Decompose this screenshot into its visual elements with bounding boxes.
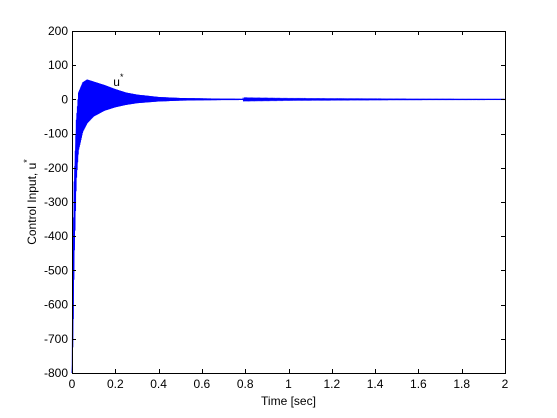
x-tick-label: 1.2 bbox=[323, 377, 340, 391]
x-axis-label: Time [sec] bbox=[261, 394, 316, 408]
series-line bbox=[71, 79, 506, 374]
x-tick-label: 1.8 bbox=[453, 377, 470, 391]
x-tick-label: 1.6 bbox=[410, 377, 427, 391]
y-tick-label: -100 bbox=[44, 127, 68, 141]
y-tick-label: -700 bbox=[44, 332, 68, 346]
x-tick-label: 1.4 bbox=[367, 377, 384, 391]
y-axis: 200 100 0 -100 -200 -300 -400 -500 -600 -700 -800 bbox=[44, 24, 505, 380]
plot-area bbox=[72, 31, 505, 373]
y-tick-label: 100 bbox=[48, 58, 68, 72]
y-tick-label: -600 bbox=[44, 298, 68, 312]
x-axis: 0 0.2 0.4 0.6 0.8 1 1.2 1.4 1.6 1.8 2 bbox=[69, 31, 509, 391]
y-tick-label: -400 bbox=[44, 229, 68, 243]
y-axis-label-group: Control Input, u* bbox=[22, 159, 39, 245]
y-axis-label: Control Input, u* bbox=[22, 159, 39, 245]
x-tick-label: 0.2 bbox=[107, 377, 124, 391]
y-tick-label: -200 bbox=[44, 161, 68, 175]
y-axis-label-text: Control Input, u bbox=[25, 163, 39, 245]
annotation-text: u bbox=[113, 75, 120, 89]
annotation-superscript: * bbox=[120, 72, 124, 82]
y-tick-label: -800 bbox=[44, 366, 68, 380]
x-tick-label: 0.4 bbox=[150, 377, 167, 391]
curve-annotation: u* bbox=[113, 72, 124, 89]
y-axis-label-superscript: * bbox=[22, 159, 32, 163]
x-tick-label: 2 bbox=[502, 377, 509, 391]
y-tick-label: -500 bbox=[44, 263, 68, 277]
y-tick-label: 0 bbox=[61, 92, 68, 106]
y-tick-label: 200 bbox=[48, 24, 68, 38]
x-tick-label: 0.6 bbox=[194, 377, 211, 391]
x-tick-label: 0 bbox=[69, 377, 76, 391]
y-tick-label: -300 bbox=[44, 195, 68, 209]
series-layer bbox=[71, 79, 506, 374]
x-tick-label: 1 bbox=[285, 377, 292, 391]
x-tick-label: 0.8 bbox=[237, 377, 254, 391]
